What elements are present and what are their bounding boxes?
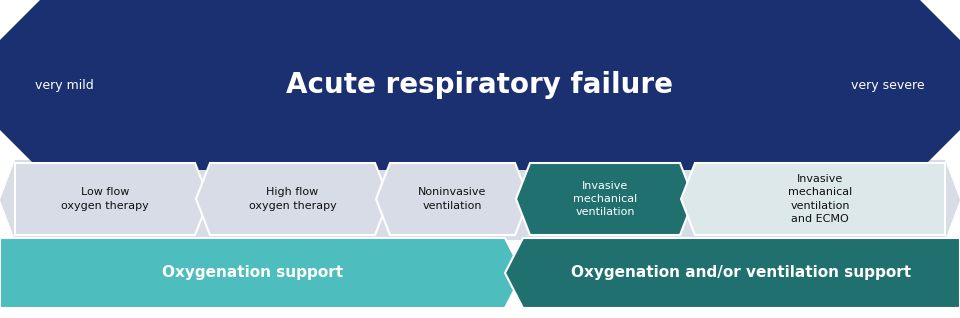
Polygon shape — [0, 238, 523, 308]
Text: very severe: very severe — [852, 79, 925, 92]
Text: High flow
oxygen therapy: High flow oxygen therapy — [249, 187, 336, 211]
Text: Oxygenation support: Oxygenation support — [162, 266, 343, 280]
Text: Invasive
mechanical
ventilation
and ECMO: Invasive mechanical ventilation and ECMO — [788, 174, 852, 224]
Text: Invasive
mechanical
ventilation: Invasive mechanical ventilation — [573, 181, 637, 217]
Text: Low flow
oxygen therapy: Low flow oxygen therapy — [61, 187, 149, 211]
Polygon shape — [196, 163, 389, 235]
Polygon shape — [516, 163, 694, 235]
Text: Oxygenation and/or ventilation support: Oxygenation and/or ventilation support — [571, 266, 912, 280]
Polygon shape — [505, 238, 960, 308]
Polygon shape — [681, 163, 945, 235]
Polygon shape — [0, 0, 960, 170]
Polygon shape — [855, 0, 910, 20]
Text: Acute respiratory failure: Acute respiratory failure — [286, 71, 674, 99]
Polygon shape — [376, 163, 529, 235]
Polygon shape — [0, 160, 960, 240]
Text: Noninvasive
ventilation: Noninvasive ventilation — [419, 187, 487, 211]
Polygon shape — [15, 163, 209, 235]
Text: very mild: very mild — [35, 79, 94, 92]
Polygon shape — [55, 0, 110, 20]
